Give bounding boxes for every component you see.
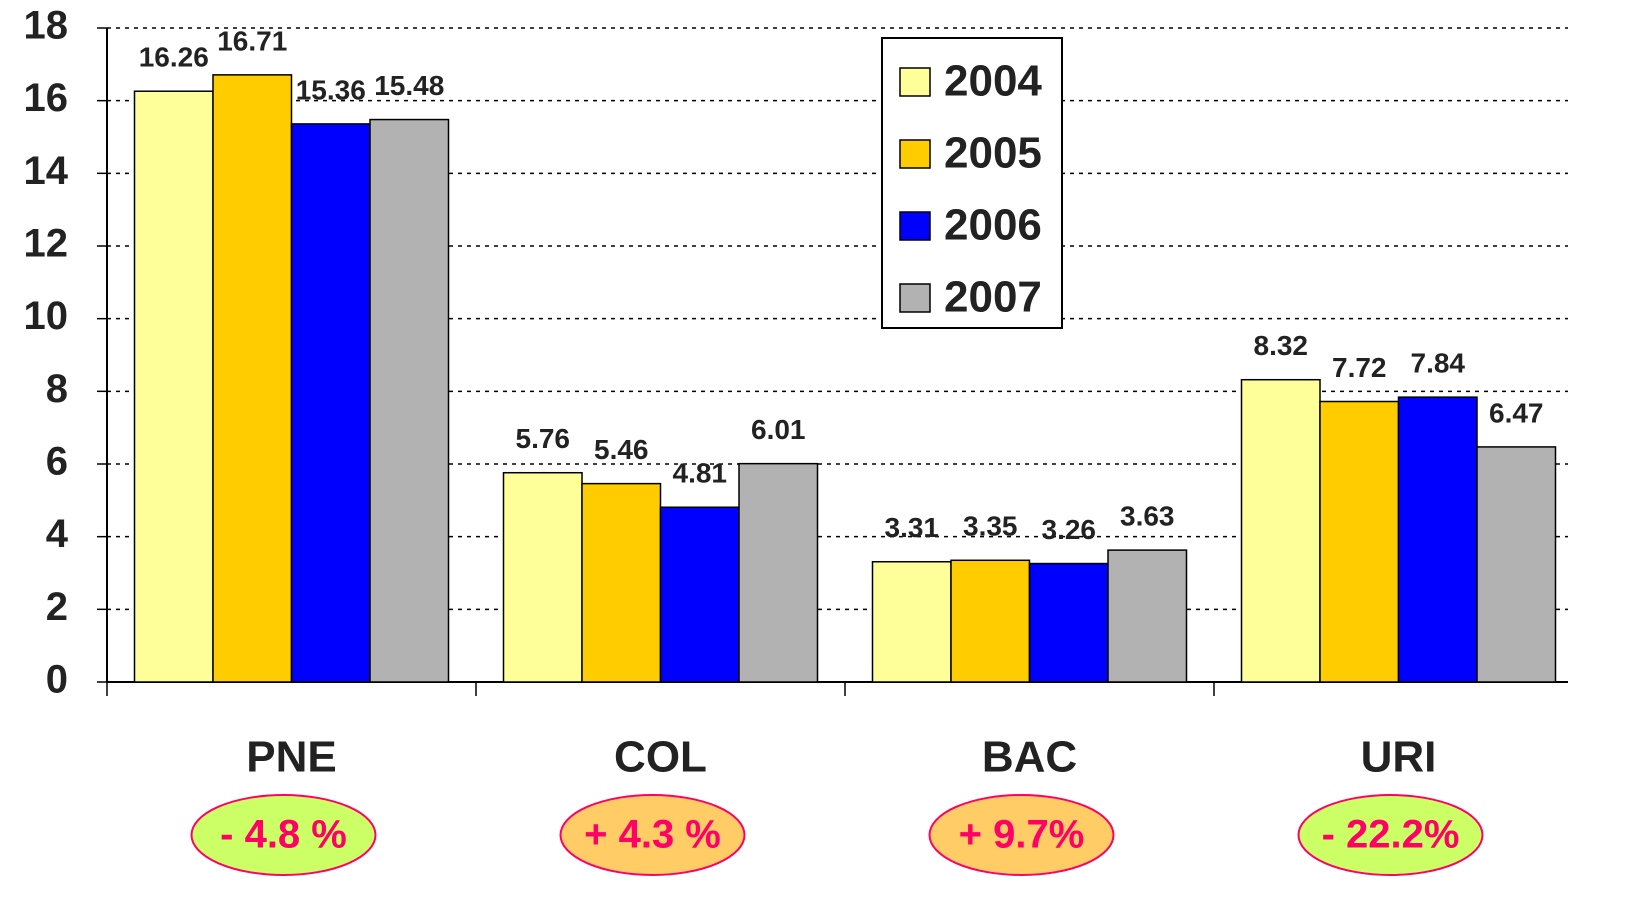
legend-label: 2007 bbox=[944, 273, 1042, 322]
value-label: 3.35 bbox=[963, 511, 1018, 542]
bar bbox=[1397, 396, 1478, 683]
change-badge bbox=[928, 794, 1115, 876]
bar bbox=[659, 506, 740, 683]
bar bbox=[871, 560, 952, 683]
y-tick-label: 8 bbox=[46, 367, 68, 411]
legend-label: 2005 bbox=[944, 129, 1042, 178]
bar bbox=[369, 118, 450, 683]
bar bbox=[502, 471, 583, 683]
change-label: - 4.8 % bbox=[220, 813, 347, 857]
value-label: 4.81 bbox=[673, 458, 728, 489]
change-badge bbox=[559, 794, 746, 876]
value-label: 6.47 bbox=[1489, 397, 1544, 428]
value-label: 5.76 bbox=[516, 423, 571, 454]
value-label: 15.36 bbox=[296, 74, 366, 105]
y-tick-label: 10 bbox=[24, 294, 69, 338]
change-label: + 4.3 % bbox=[584, 813, 721, 857]
legend-swatch bbox=[899, 283, 931, 313]
value-label: 8.32 bbox=[1254, 330, 1309, 361]
y-tick-label: 6 bbox=[46, 440, 68, 484]
legend-swatch bbox=[899, 211, 931, 241]
y-tick-label: 16 bbox=[24, 76, 69, 120]
bar bbox=[738, 462, 819, 683]
x-tick-label: PNE bbox=[246, 733, 336, 782]
change-badge bbox=[1297, 794, 1484, 876]
value-label: 6.01 bbox=[751, 414, 806, 445]
value-label: 7.84 bbox=[1411, 348, 1466, 379]
y-tick-label: 0 bbox=[46, 658, 68, 702]
value-label: 3.31 bbox=[885, 512, 940, 543]
legend-label: 2006 bbox=[944, 201, 1042, 250]
bar bbox=[1028, 562, 1109, 683]
bar bbox=[1240, 378, 1321, 683]
bar bbox=[581, 482, 662, 683]
bar bbox=[133, 90, 214, 683]
value-label: 5.46 bbox=[594, 434, 649, 465]
x-tick-label: URI bbox=[1361, 733, 1437, 782]
x-tick-label: COL bbox=[614, 733, 707, 782]
bar bbox=[1476, 446, 1557, 683]
legend-swatch bbox=[899, 139, 931, 169]
y-tick-label: 4 bbox=[46, 512, 69, 556]
bar bbox=[1319, 400, 1400, 683]
change-badge bbox=[190, 794, 377, 876]
value-label: 15.48 bbox=[374, 70, 444, 101]
bar bbox=[950, 559, 1031, 683]
change-label: - 22.2% bbox=[1322, 813, 1460, 857]
y-tick-label: 12 bbox=[24, 222, 69, 266]
y-tick-label: 14 bbox=[24, 149, 69, 193]
bar bbox=[212, 74, 293, 683]
x-tick-label: BAC bbox=[982, 733, 1077, 782]
value-label: 3.26 bbox=[1042, 514, 1097, 545]
bar bbox=[1107, 549, 1188, 683]
legend-label: 2004 bbox=[944, 57, 1042, 106]
legend-swatch bbox=[899, 67, 931, 97]
y-tick-label: 2 bbox=[46, 585, 68, 629]
value-label: 3.63 bbox=[1120, 501, 1175, 532]
bar bbox=[290, 123, 371, 683]
value-label: 7.72 bbox=[1332, 352, 1387, 383]
value-label: 16.71 bbox=[217, 25, 287, 56]
value-label: 16.26 bbox=[139, 42, 209, 73]
y-tick-label: 18 bbox=[24, 4, 69, 48]
change-label: + 9.7% bbox=[959, 813, 1085, 857]
